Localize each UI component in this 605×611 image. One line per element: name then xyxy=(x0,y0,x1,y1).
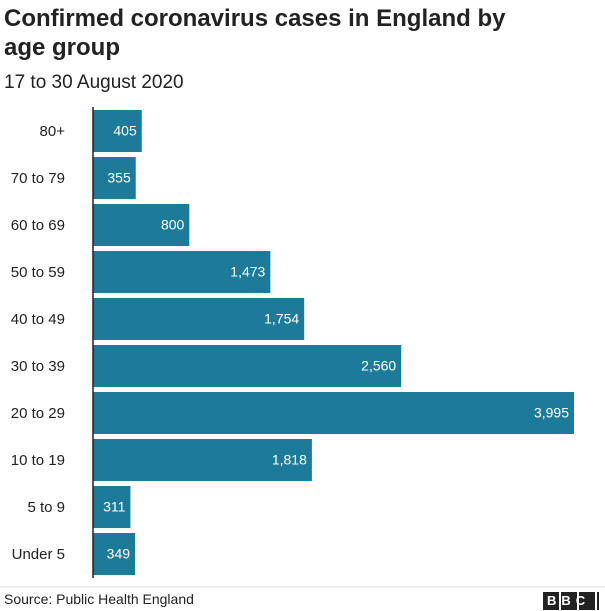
y-tick-label: 70 to 79 xyxy=(11,170,65,187)
y-tick-label: 30 to 39 xyxy=(11,358,65,375)
value-label: 1,754 xyxy=(264,311,299,327)
bar xyxy=(93,157,136,199)
bar xyxy=(93,345,402,387)
bar xyxy=(93,110,142,152)
value-label: 405 xyxy=(113,123,137,139)
bar xyxy=(93,486,131,528)
chart-title: Confirmed coronavirus cases in England b… xyxy=(4,5,506,61)
logo: BBC xyxy=(543,592,599,610)
y-tick-label: Under 5 xyxy=(12,546,65,563)
value-label: 2,560 xyxy=(361,358,396,374)
bar xyxy=(93,533,136,575)
bar xyxy=(93,251,271,293)
y-tick-label: 10 to 19 xyxy=(11,452,65,469)
value-label: 349 xyxy=(107,546,131,562)
bar xyxy=(93,204,190,246)
y-tick-label: 60 to 69 xyxy=(11,217,65,234)
y-tick-label: 80+ xyxy=(40,123,66,140)
bar xyxy=(93,392,574,434)
bar xyxy=(93,298,305,340)
y-tick-label: 20 to 29 xyxy=(11,405,65,422)
source-note: Source: Public Health England xyxy=(4,591,194,607)
value-label: 3,995 xyxy=(534,405,569,421)
y-tick-label: 50 to 59 xyxy=(11,264,65,281)
y-tick-label: 40 to 49 xyxy=(11,311,65,328)
value-label: 800 xyxy=(161,217,185,233)
value-label: 1,818 xyxy=(272,452,307,468)
value-label: 311 xyxy=(103,499,126,515)
value-label: 355 xyxy=(107,170,131,186)
value-label: 1,473 xyxy=(230,264,265,280)
chart-subtitle: 17 to 30 August 2020 xyxy=(4,72,184,93)
bar xyxy=(93,439,312,481)
y-tick-label: 5 to 9 xyxy=(27,499,65,516)
